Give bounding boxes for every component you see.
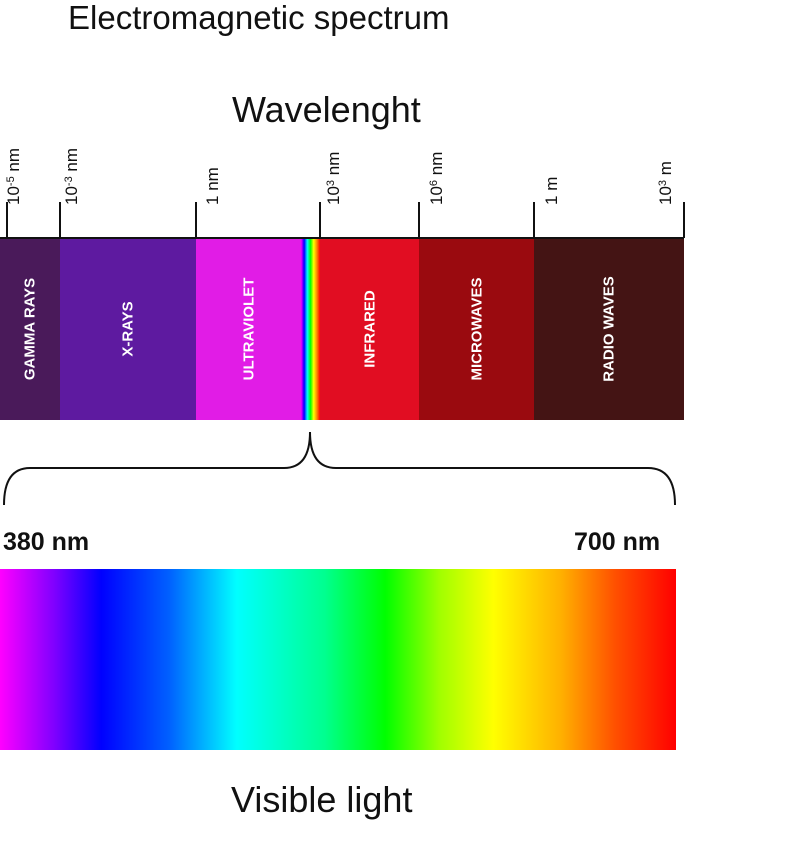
- visible-max-label: 700 nm: [574, 528, 661, 556]
- visible-range-brace: [3, 431, 676, 506]
- diagram-title: Electromagnetic spectrum: [68, 0, 450, 36]
- band-gamma-rays: GAMMA RAYS: [0, 238, 60, 420]
- band-ultraviolet: ULTRAVIOLET: [196, 238, 301, 420]
- band-infrared: INFRARED: [320, 238, 419, 420]
- band-radio-waves: RADIO WAVES: [534, 238, 684, 420]
- band-x-rays: X-RAYS: [60, 238, 196, 420]
- visible-min-label: 380 nm: [3, 528, 90, 556]
- visible-light-caption: Visible light: [231, 779, 413, 820]
- wavelength-axis-title: Wavelenght: [232, 89, 421, 130]
- visible-light-gradient: [0, 569, 676, 750]
- band-visible-strip: [301, 238, 320, 420]
- band-microwaves: MICROWAVES: [419, 238, 534, 420]
